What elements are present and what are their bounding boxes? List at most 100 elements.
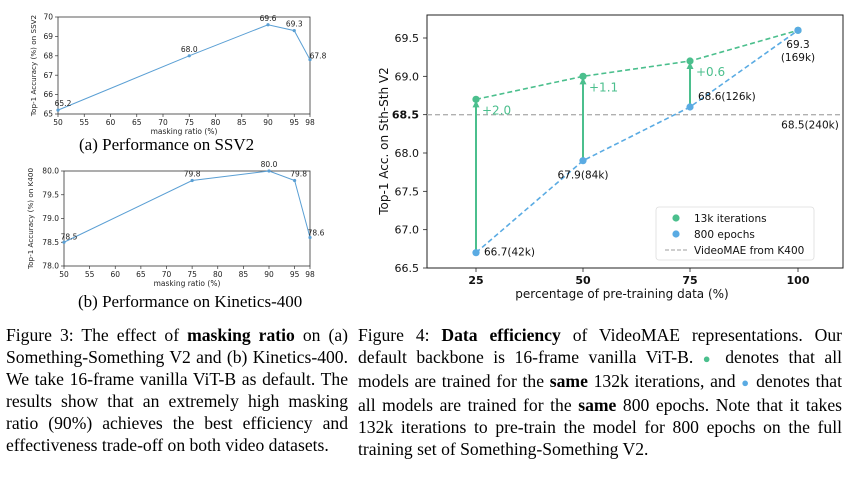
x-tick-label: 70 xyxy=(162,270,172,279)
y-tick-label: 69.5 xyxy=(395,32,420,45)
y-tick-label: 68.5 xyxy=(392,109,419,122)
x-tick-label: 80 xyxy=(213,270,223,279)
x-tick-label: 60 xyxy=(106,118,116,127)
y-tick-label: 66 xyxy=(43,90,53,99)
legend-green-marker xyxy=(672,214,680,222)
data-point xyxy=(308,235,312,240)
legend-label: 13k iterations xyxy=(694,213,767,225)
x-tick-label: 98 xyxy=(305,270,315,279)
legend-label: 800 epochs xyxy=(694,229,755,241)
point-800ep xyxy=(794,26,802,34)
figure-charts: 50 55 60 65 70 75 80 85 90 95 98 65 66 67 68 69 70 65.2 68… xyxy=(26,13,844,301)
plot-frame xyxy=(57,16,311,115)
y-tick-label: 65 xyxy=(43,110,53,119)
x-axis-label: masking ratio (%) xyxy=(154,279,221,288)
y-tick-label: 67.5 xyxy=(395,185,420,198)
x-tick-label: 85 xyxy=(239,270,249,279)
y-tick-label: 79.0 xyxy=(42,214,59,223)
subcaption-k400: (b) Performance on Kinetics-400 xyxy=(78,292,303,311)
figure-4-caption: Figure 4: Data efficiency of VideoMAE re… xyxy=(358,325,843,459)
x-tick-label: 50 xyxy=(59,270,69,279)
y-axis-label: Top-1 Accuracy (%) on SSV2 xyxy=(29,15,38,117)
data-point xyxy=(266,23,270,27)
plot-frame xyxy=(63,170,311,267)
x-tick-label: 65 xyxy=(136,270,146,279)
y-axis-label: Top-1 Acc. on Sth-Sth V2 xyxy=(377,67,391,215)
x-tick-label: 75 xyxy=(187,270,197,279)
blue-dot-icon: ● xyxy=(741,375,751,390)
legend-blue-marker xyxy=(672,230,680,238)
data-point xyxy=(56,108,60,112)
figure-3-caption: Figure 3: The effect of masking ratio on… xyxy=(6,325,348,455)
x-tick-label: 75 xyxy=(682,274,697,287)
blue-point-label: 67.9(84k) xyxy=(557,170,608,182)
data-label: 67.8 xyxy=(310,52,327,61)
x-tick-label: 98 xyxy=(305,118,315,127)
x-tick-label: 55 xyxy=(85,270,95,279)
reference-label: 68.5(240k) xyxy=(781,120,839,132)
point-800ep xyxy=(686,103,694,111)
chart-k400: 50 55 60 65 70 75 80 85 90 95 9878.078.579.079.580… xyxy=(26,160,325,288)
y-tick-label: 69.0 xyxy=(395,70,420,83)
gain-label: +2.0 xyxy=(482,103,511,117)
top-point-label: 69.3 xyxy=(786,39,809,51)
x-tick-label: 75 xyxy=(184,118,194,127)
x-axis-label: masking ratio (%) xyxy=(151,127,218,136)
chart-efficiency: 66.5 67.0 67.5 68.0 68.5 69.0 69.5 25 50 75 100 per… xyxy=(377,14,844,301)
y-tick-label: 80.0 xyxy=(42,167,59,176)
gain-label: +0.6 xyxy=(696,65,725,79)
data-label: 69.3 xyxy=(286,20,303,29)
chart-ssv2: 50 55 60 65 70 75 80 85 90 95 98 65 66 67 68 69 70 65.2 68… xyxy=(29,13,327,136)
y-tick-label: 67 xyxy=(43,71,53,80)
blue-point-label: 66.7(42k) xyxy=(484,247,535,259)
gain-label: +1.1 xyxy=(589,80,618,94)
data-label: 65.2 xyxy=(55,99,72,108)
series-line-13k xyxy=(475,29,799,101)
x-tick-label: 95 xyxy=(290,270,300,279)
point-13k xyxy=(686,57,694,65)
x-tick-label: 95 xyxy=(289,118,299,127)
data-label: 68.0 xyxy=(181,45,198,54)
point-13k xyxy=(472,95,480,103)
point-800ep xyxy=(472,249,480,257)
point-13k xyxy=(579,72,587,80)
legend-label: VideoMAE from K400 xyxy=(694,245,804,257)
x-tick-label: 60 xyxy=(110,270,120,279)
subcaption-ssv2: (a) Performance on SSV2 xyxy=(79,135,255,154)
y-tick-label: 70 xyxy=(43,13,53,22)
x-tick-label: 90 xyxy=(264,270,274,279)
series-line-800ep xyxy=(475,29,799,254)
y-tick-label: 68 xyxy=(43,51,53,60)
x-tick-label: 80 xyxy=(211,118,221,127)
legend-box xyxy=(655,206,815,261)
green-dot-icon: ● xyxy=(702,351,716,366)
x-tick-label: 55 xyxy=(79,118,89,127)
x-axis-label: percentage of pre-training data (%) xyxy=(515,287,728,301)
data-point xyxy=(293,178,297,183)
y-axis-label: Top-1 Accuracy (%) on K400 xyxy=(26,168,35,270)
series-line xyxy=(63,170,311,243)
x-tick-label: 50 xyxy=(53,118,63,127)
plot-frame xyxy=(426,14,844,269)
y-tick-label: 78.0 xyxy=(42,262,59,271)
data-label: 79.8 xyxy=(184,170,201,179)
y-tick-label: 66.5 xyxy=(395,262,420,275)
x-tick-label: 50 xyxy=(575,274,591,287)
data-point xyxy=(267,169,271,173)
point-800ep xyxy=(579,157,587,165)
data-point xyxy=(292,28,296,33)
data-label: 69.6 xyxy=(260,14,277,23)
data-label: 80.0 xyxy=(261,160,278,169)
gain-arrow-head xyxy=(686,62,694,69)
x-tick-label: 70 xyxy=(158,118,168,127)
top-point-sublabel: (169k) xyxy=(781,52,815,64)
y-tick-label: 69 xyxy=(43,32,53,41)
blue-point-label: 68.6(126k) xyxy=(698,91,756,103)
data-label: 78.5 xyxy=(61,232,78,241)
y-tick-label: 78.5 xyxy=(42,238,59,247)
y-tick-label: 67.0 xyxy=(395,224,420,237)
gain-arrow-head xyxy=(472,100,480,108)
x-tick-label: 65 xyxy=(132,118,142,127)
data-point xyxy=(187,54,191,58)
gain-arrow-head xyxy=(579,77,587,85)
